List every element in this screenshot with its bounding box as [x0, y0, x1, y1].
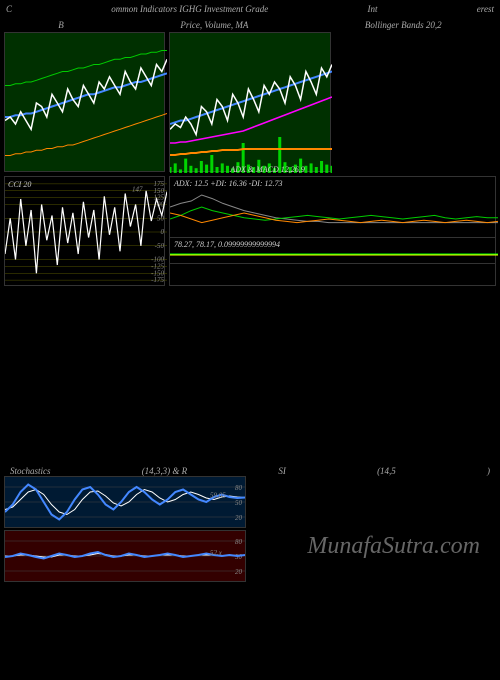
- stochastics-panel-2: 20 50 80 52.x: [4, 530, 246, 582]
- svg-text:CCI 20: CCI 20: [8, 180, 31, 189]
- empty-panel: [335, 32, 496, 172]
- svg-text:80: 80: [235, 484, 243, 492]
- svg-text:125: 125: [154, 194, 165, 202]
- svg-text:150: 150: [154, 187, 165, 195]
- svg-text:175: 175: [154, 180, 165, 188]
- price-volume-panel: [169, 32, 330, 172]
- svg-text:50: 50: [157, 214, 165, 222]
- stochastics-panel-1: 20 50 80 59.05: [4, 476, 246, 528]
- watermark-text: MunafaSutra.com: [307, 533, 480, 560]
- svg-text:20: 20: [235, 568, 243, 576]
- header-left: C: [6, 4, 12, 14]
- bollinger-panel: [4, 32, 165, 172]
- stochastics-header: Stochastics (14,3,3) & R SI (14,5 ): [0, 466, 500, 476]
- header-midright: Int: [368, 4, 378, 14]
- svg-text:0: 0: [161, 228, 165, 236]
- svg-text:50: 50: [235, 499, 243, 507]
- header-right: erest: [477, 4, 494, 14]
- macd-subpanel: 78.27, 78.17, 0.09999999999994: [170, 238, 495, 264]
- svg-text:50: 50: [235, 553, 243, 561]
- stochastics-section: Stochastics (14,3,3) & R SI (14,5 ) 20 50…: [0, 466, 500, 582]
- adx-macd-panel: ADX: 12.5 +DI: 16.36 -DI: 12.73 78.27, 7…: [169, 176, 496, 286]
- subheader-col3: Bollinger Bands 20,2: [365, 20, 442, 30]
- rsi-params: (14,5: [377, 466, 396, 476]
- svg-text:-100: -100: [151, 256, 164, 264]
- svg-text:-125: -125: [151, 262, 164, 270]
- adx-subpanel: ADX: 12.5 +DI: 16.36 -DI: 12.73: [170, 177, 495, 238]
- page-header: C ommon Indicators IGHG Investment Grade…: [0, 0, 500, 18]
- svg-text:147: 147: [132, 186, 143, 194]
- svg-text:52.x: 52.x: [210, 549, 223, 557]
- svg-text:-175: -175: [151, 276, 164, 284]
- rsi-end: ): [487, 466, 490, 476]
- svg-text:20: 20: [235, 514, 243, 522]
- rsi-label: SI: [278, 466, 286, 476]
- top-row: [0, 32, 500, 172]
- svg-text:-50: -50: [155, 242, 165, 250]
- svg-text:-150: -150: [151, 269, 164, 277]
- subheader-col1: B: [58, 20, 64, 30]
- header-center: ommon Indicators IGHG Investment Grade: [111, 4, 268, 14]
- svg-text:80: 80: [235, 538, 243, 546]
- subheader-col2: Price, Volume, MA: [180, 20, 248, 30]
- stoch-params: (14,3,3) & R: [142, 466, 188, 476]
- stoch-label: Stochastics: [10, 466, 51, 476]
- sub-header: B Price, Volume, MA Bollinger Bands 20,2: [0, 18, 500, 32]
- svg-text:78.27, 78.17, 0.09999999999994: 78.27, 78.17, 0.09999999999994: [174, 240, 280, 249]
- mid-row: -175-150-125-100-50050100125150175CCI 20…: [0, 176, 500, 286]
- svg-text:59.05: 59.05: [210, 492, 226, 500]
- empty-subpanel: [170, 264, 495, 289]
- svg-text:ADX: 12.5 +DI: 16.36 -DI: 12.7: ADX: 12.5 +DI: 16.36 -DI: 12.73: [173, 179, 283, 188]
- cci-panel: -175-150-125-100-50050100125150175CCI 20…: [4, 176, 165, 286]
